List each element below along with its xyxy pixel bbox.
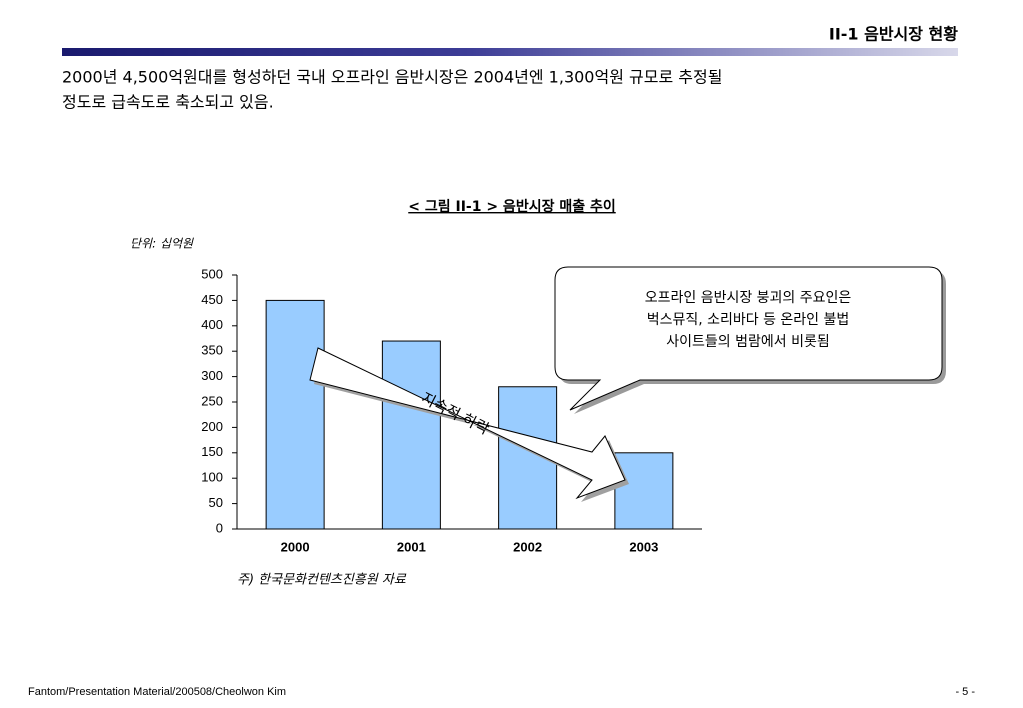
x-tick-label: 2001 bbox=[397, 539, 426, 554]
bar bbox=[381, 340, 441, 530]
bar bbox=[265, 299, 325, 530]
y-tick-label: 300 bbox=[201, 368, 223, 383]
summary-line: 정도로 급속도로 축소되고 있음. bbox=[62, 93, 274, 112]
summary-line: 2000년 4,500억원대를 형성하던 국내 오프라인 음반시장은 2004년… bbox=[62, 68, 722, 87]
slide-title: II-1 음반시장 현황 bbox=[829, 25, 958, 44]
unit-label: 단위: 십억원 bbox=[130, 237, 194, 251]
y-tick-label: 100 bbox=[201, 470, 223, 485]
callout-box bbox=[554, 266, 943, 411]
callout-line: 사이트들의 범람에서 비롯됨 bbox=[666, 334, 829, 350]
y-tick-label: 250 bbox=[201, 393, 223, 408]
chart-title: < 그림 II-1 > 음반시장 매출 추이 bbox=[408, 198, 615, 215]
header-bar bbox=[62, 48, 958, 56]
footer-left: Fantom/Presentation Material/200508/Cheo… bbox=[28, 686, 286, 698]
y-tick-label: 400 bbox=[201, 317, 223, 332]
y-tick-label: 500 bbox=[201, 266, 223, 281]
y-tick-label: 200 bbox=[201, 419, 223, 434]
x-tick-label: 2002 bbox=[513, 539, 542, 554]
trend-arrow bbox=[309, 347, 626, 500]
y-tick-label: 350 bbox=[201, 343, 223, 358]
y-tick-label: 0 bbox=[216, 520, 223, 535]
callout-line: 벅스뮤직, 소리바다 등 온라인 불법 bbox=[647, 312, 850, 328]
x-tick-label: 2003 bbox=[629, 539, 658, 554]
bar bbox=[614, 452, 674, 530]
y-tick-label: 50 bbox=[209, 495, 223, 510]
callout-line: 오프라인 음반시장 붕괴의 주요인은 bbox=[645, 290, 852, 306]
x-tick-label: 2000 bbox=[281, 539, 310, 554]
y-tick-label: 450 bbox=[201, 292, 223, 307]
y-tick-label: 150 bbox=[201, 444, 223, 459]
source-note: 주) 한국문화컨텐츠진흥원 자료 bbox=[237, 573, 407, 588]
page-number: - 5 - bbox=[955, 686, 975, 698]
